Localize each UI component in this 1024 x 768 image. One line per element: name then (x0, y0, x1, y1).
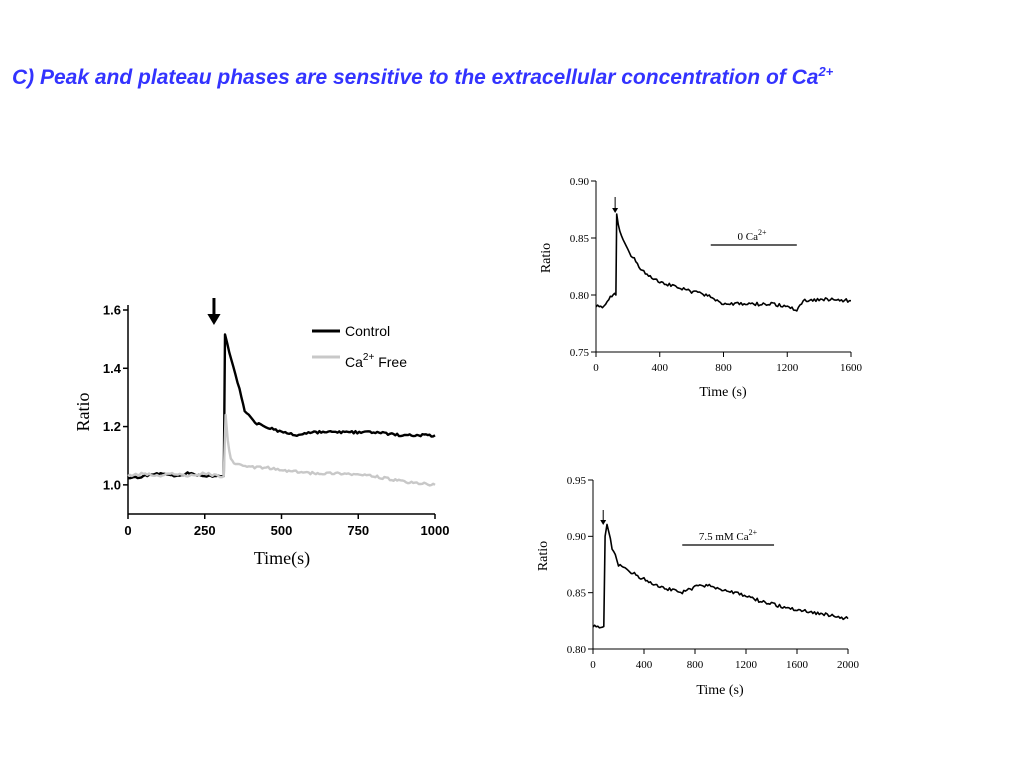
stimulus-arrow (207, 298, 221, 325)
series-line-trace (595, 213, 851, 312)
x-tick-label: 1000 (421, 523, 450, 538)
stimulus-arrow (612, 197, 619, 213)
x-tick-label: 1600 (786, 659, 809, 671)
condition-bar-label: 7.5 mM Ca2+ (699, 528, 758, 543)
y-axis-label: Ratio (536, 541, 551, 571)
x-tick-label: 1200 (735, 659, 758, 671)
condition-bar-label-sup: 2+ (749, 528, 758, 537)
y-tick-label: 1.2 (103, 419, 121, 434)
legend-label-ca-free: Ca2+ Free (345, 352, 407, 370)
x-tick-label: 400 (636, 659, 653, 671)
chart-legend: Control Ca2+ Free (312, 323, 407, 370)
x-tick-label: 1200 (776, 362, 799, 374)
x-tick-label: 250 (194, 523, 216, 538)
arrow-head (207, 314, 221, 325)
title-superscript: 2+ (818, 64, 834, 79)
x-axis-label: Time (s) (696, 683, 744, 698)
x-tick-label: 2000 (837, 659, 860, 671)
series-line-control (128, 333, 436, 480)
condition-bar-label: 0 Ca2+ (738, 228, 767, 243)
legend-label-ca-free-sup: 2+ (363, 352, 375, 363)
y-axis-label: Ratio (539, 243, 554, 273)
stimulus-arrow (600, 510, 607, 525)
arrow-head (612, 208, 619, 213)
x-tick-label: 0 (124, 523, 131, 538)
x-tick-label: 400 (652, 362, 669, 374)
y-tick-label: 1.4 (103, 361, 122, 376)
series-line-ca2-free (127, 413, 436, 487)
y-tick-label: 1.6 (103, 303, 121, 318)
arrow-head (600, 520, 607, 525)
y-tick-label: 1.0 (103, 477, 121, 492)
x-tick-label: 500 (271, 523, 293, 538)
x-tick-label: 0 (590, 659, 596, 671)
x-axis-label: Time (s) (699, 385, 747, 400)
x-tick-label: 1600 (840, 362, 863, 374)
slide-title: C) Peak and plateau phases are sensitive… (12, 64, 834, 89)
y-tick-label: 0.95 (567, 475, 587, 487)
x-tick-label: 750 (347, 523, 369, 538)
y-tick-label: 0.85 (570, 233, 590, 245)
y-tick-label: 0.75 (570, 347, 590, 359)
y-tick-label: 0.80 (570, 290, 590, 302)
y-axis-label: Ratio (73, 393, 93, 432)
x-tick-label: 800 (687, 659, 704, 671)
x-axis-label: Time(s) (254, 548, 310, 569)
series-line-trace (592, 523, 849, 629)
y-tick-label: 0.90 (567, 531, 587, 543)
x-tick-label: 0 (593, 362, 599, 374)
condition-bar-label-sup: 2+ (758, 228, 767, 237)
x-tick-label: 800 (715, 362, 732, 374)
legend-label-control: Control (345, 323, 390, 339)
y-tick-label: 0.90 (570, 176, 590, 188)
y-tick-label: 0.80 (567, 644, 587, 656)
y-tick-label: 0.85 (567, 588, 587, 600)
